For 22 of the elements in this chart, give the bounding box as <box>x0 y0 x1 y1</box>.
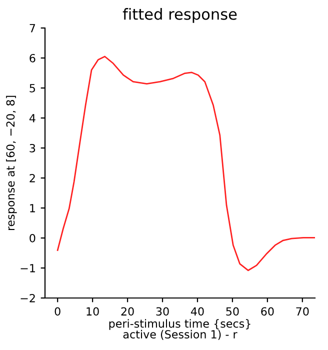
x-tick-label: 30 <box>156 307 169 316</box>
line-series <box>56 56 315 272</box>
x-tick-label: 0 <box>54 307 60 316</box>
x-tick-label: 40 <box>190 307 204 316</box>
y-tick-label: 7 <box>30 24 36 32</box>
y-tick-label: 0 <box>30 234 36 242</box>
y-axis-title: response at [60, −20, 8] <box>6 96 17 230</box>
y-tick-label: 4 <box>29 114 36 122</box>
y-tick-label: 3 <box>30 144 36 152</box>
x-tick-label: 70 <box>296 307 309 316</box>
y-tick-label: 5 <box>30 84 35 92</box>
x-tick-label: 20 <box>121 307 134 316</box>
x-tick-label: 60 <box>261 307 274 316</box>
x-tick-label: 50 <box>226 307 239 316</box>
y-tick-label: −1 <box>20 264 35 272</box>
chart-title: fitted response <box>122 8 237 23</box>
y-tick-label: 1 <box>30 204 35 212</box>
y-tick-label: 2 <box>30 174 35 182</box>
x-axis-title: peri-stimulus time {secs} active (Session 1) - r <box>109 319 250 340</box>
y-tick-label: −2 <box>20 294 35 302</box>
y-tick-label: 6 <box>30 54 36 62</box>
x-tick-label: 10 <box>86 307 99 316</box>
